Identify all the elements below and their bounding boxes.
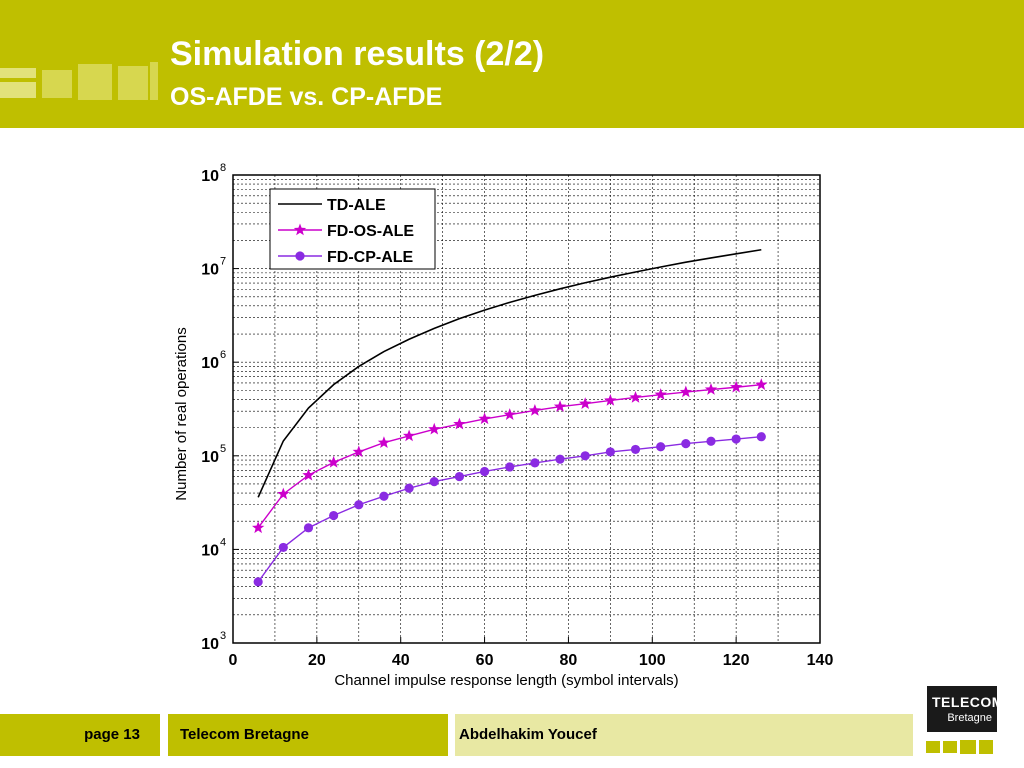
data-point [303, 523, 314, 533]
legend-label: TD-ALE [327, 197, 386, 214]
data-point [755, 378, 768, 390]
x-tick-label: 60 [476, 652, 494, 669]
data-point [630, 444, 641, 455]
data-point [528, 403, 542, 416]
page-title: Simulation results (2/2) [170, 35, 545, 73]
header-bar: Simulation results (2/2) OS-AFDE vs. CP-… [0, 0, 1024, 128]
data-point [354, 500, 364, 510]
logo-line-1: TELECOM [932, 694, 1004, 710]
data-point [704, 383, 718, 395]
data-point [379, 491, 389, 501]
logo-line-2: Bretagne [947, 712, 992, 724]
data-point [402, 429, 416, 442]
page-subtitle: OS-AFDE vs. CP-AFDE [170, 83, 443, 111]
y-tick-label: 10 [201, 168, 219, 185]
data-point [656, 442, 666, 452]
x-tick-label: 80 [560, 652, 578, 669]
data-point [453, 417, 466, 430]
x-axis-label: Channel impulse response length (symbol … [334, 672, 678, 689]
data-point [731, 434, 741, 444]
y-tick-exponent: 6 [220, 349, 226, 361]
data-point [277, 487, 290, 500]
data-point [329, 510, 339, 521]
data-point [327, 455, 340, 468]
y-tick-label: 10 [201, 636, 219, 653]
logo-glyph-icon [926, 740, 993, 754]
footer-page-number: page 13 [0, 714, 160, 756]
data-point [503, 408, 516, 420]
series-fd-os-ale [251, 378, 768, 534]
y-tick-exponent: 3 [220, 630, 226, 642]
data-point [429, 477, 439, 487]
data-point [553, 400, 567, 412]
page-number-text: page 13 [84, 726, 140, 743]
series-td-ale [257, 248, 762, 498]
y-tick-label: 10 [201, 355, 219, 372]
data-point [302, 468, 315, 481]
data-point [654, 388, 667, 400]
data-point [706, 436, 716, 446]
data-point [604, 393, 617, 406]
y-tick-exponent: 7 [220, 256, 226, 268]
legend-label: FD-CP-ALE [327, 249, 414, 266]
x-tick-label: 40 [392, 652, 410, 669]
y-tick-label: 10 [201, 262, 219, 279]
y-axis-label: Number of real operations [173, 327, 190, 500]
footer-author: Abdelhakim Youcef [455, 714, 913, 756]
telecom-logo-glyph-icon [0, 62, 158, 100]
data-point [679, 385, 693, 398]
data-point [681, 439, 691, 449]
data-point [579, 397, 592, 409]
data-point [505, 462, 515, 472]
telecom-bretagne-logo: TELECOM Bretagne [927, 686, 1003, 732]
data-point [278, 542, 288, 553]
series-fd-cp-ale [253, 432, 766, 587]
y-tick-label: 10 [201, 449, 219, 466]
legend-marker [295, 251, 305, 261]
x-tick-label: 140 [807, 652, 834, 669]
data-point [530, 458, 540, 468]
y-tick-exponent: 8 [220, 162, 226, 174]
legend-label: FD-OS-ALE [327, 223, 414, 240]
data-point [251, 521, 265, 534]
data-point [352, 445, 365, 458]
chart-legend: TD-ALE FD-OS-ALE FD-CP-ALE [269, 188, 436, 270]
data-point [605, 447, 615, 457]
y-tick-exponent: 4 [220, 536, 226, 548]
data-point [478, 412, 491, 425]
data-point [580, 451, 590, 461]
y-tick-label: 10 [201, 542, 219, 559]
data-point [629, 390, 642, 403]
data-point [555, 454, 565, 464]
x-tick-label: 0 [229, 652, 238, 669]
y-tick-exponent: 5 [220, 443, 226, 455]
footer-institution: Telecom Bretagne [168, 714, 448, 756]
legend-marker [293, 223, 307, 236]
x-tick-label: 20 [308, 652, 326, 669]
x-tick-label: 120 [723, 652, 750, 669]
data-point [428, 422, 441, 435]
data-point [377, 436, 391, 448]
x-tick-label: 100 [639, 652, 666, 669]
series-line [257, 248, 762, 498]
author-text: Abdelhakim Youcef [459, 726, 597, 743]
data-point [756, 432, 766, 442]
plot-frame [232, 174, 821, 644]
data-point [253, 577, 263, 587]
data-point [479, 466, 490, 477]
data-point [454, 471, 465, 482]
data-point [404, 483, 414, 493]
institution-text: Telecom Bretagne [180, 726, 309, 743]
chart-series [251, 248, 768, 587]
data-point [729, 380, 743, 393]
